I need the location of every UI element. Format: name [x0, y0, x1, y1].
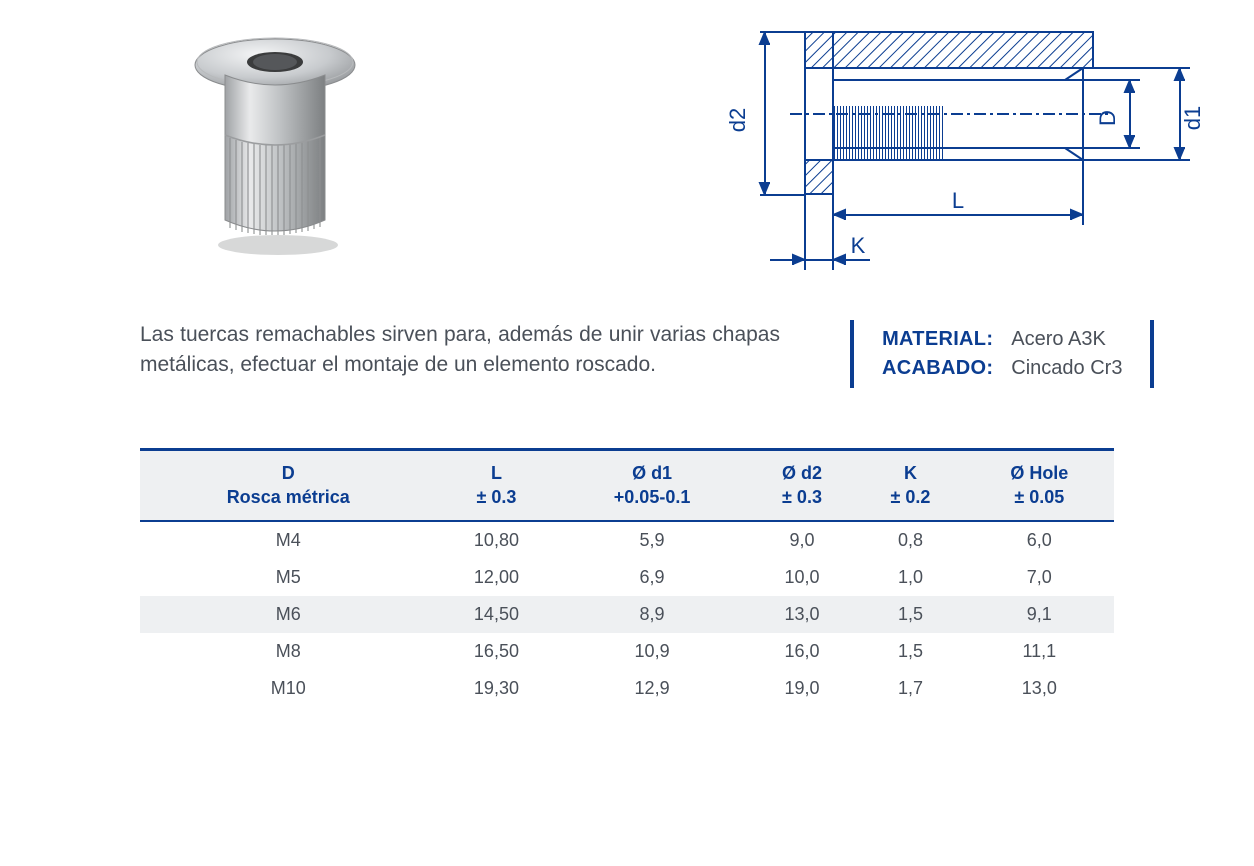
table-cell: M5	[140, 559, 436, 596]
table-cell: 1,5	[856, 633, 964, 670]
table-row: M512,006,910,01,07,0	[140, 559, 1114, 596]
table-cell: 10,80	[436, 521, 556, 559]
table-header-cell: K± 0.2	[856, 450, 964, 521]
table-header-cell: DRosca métrica	[140, 450, 436, 521]
table-cell: 0,8	[856, 521, 964, 559]
table-cell: 9,1	[965, 596, 1114, 633]
table-header-cell: Ø Hole± 0.05	[965, 450, 1114, 521]
technical-diagram: d2	[710, 10, 1210, 280]
table-cell: M4	[140, 521, 436, 559]
table-cell: 5,9	[556, 521, 747, 559]
dim-d2: d2	[725, 108, 750, 132]
dim-D: D	[1095, 110, 1120, 126]
material-label: MATERIAL:	[882, 328, 993, 351]
product-photo	[170, 10, 380, 270]
table-cell: 6,0	[965, 521, 1114, 559]
table-row: M614,508,913,01,59,1	[140, 596, 1114, 633]
dim-L: L	[952, 188, 964, 213]
product-description: Las tuercas remachables sirven para, ade…	[140, 320, 820, 381]
table-cell: 12,00	[436, 559, 556, 596]
table-cell: 13,0	[965, 670, 1114, 707]
table-cell: 8,9	[556, 596, 747, 633]
material-value: Acero A3K	[1011, 328, 1122, 351]
table-cell: 16,50	[436, 633, 556, 670]
table-cell: M8	[140, 633, 436, 670]
table-header-cell: Ø d2± 0.3	[748, 450, 857, 521]
finish-label: ACABADO:	[882, 357, 993, 380]
table-cell: M10	[140, 670, 436, 707]
table-cell: 10,9	[556, 633, 747, 670]
table-row: M410,805,99,00,86,0	[140, 521, 1114, 559]
table-cell: 16,0	[748, 633, 857, 670]
table-cell: 10,0	[748, 559, 857, 596]
table-cell: 6,9	[556, 559, 747, 596]
dim-d1: d1	[1180, 106, 1205, 130]
dimensions-table: DRosca métricaL± 0.3Ø d1+0.05-0.1Ø d2± 0…	[140, 448, 1114, 707]
material-info-box: MATERIAL: Acero A3K ACABADO: Cincado Cr3	[850, 320, 1154, 388]
table-cell: 19,30	[436, 670, 556, 707]
table-cell: 1,7	[856, 670, 964, 707]
table-header-cell: Ø d1+0.05-0.1	[556, 450, 747, 521]
table-cell: 9,0	[748, 521, 857, 559]
dim-K: K	[851, 233, 866, 258]
table-cell: 19,0	[748, 670, 857, 707]
table-cell: 13,0	[748, 596, 857, 633]
table-cell: 1,0	[856, 559, 964, 596]
table-cell: M6	[140, 596, 436, 633]
finish-value: Cincado Cr3	[1011, 357, 1122, 380]
table-cell: 11,1	[965, 633, 1114, 670]
table-row: M1019,3012,919,01,713,0	[140, 670, 1114, 707]
table-header-cell: L± 0.3	[436, 450, 556, 521]
table-cell: 12,9	[556, 670, 747, 707]
table-cell: 14,50	[436, 596, 556, 633]
table-cell: 1,5	[856, 596, 964, 633]
table-row: M816,5010,916,01,511,1	[140, 633, 1114, 670]
table-cell: 7,0	[965, 559, 1114, 596]
